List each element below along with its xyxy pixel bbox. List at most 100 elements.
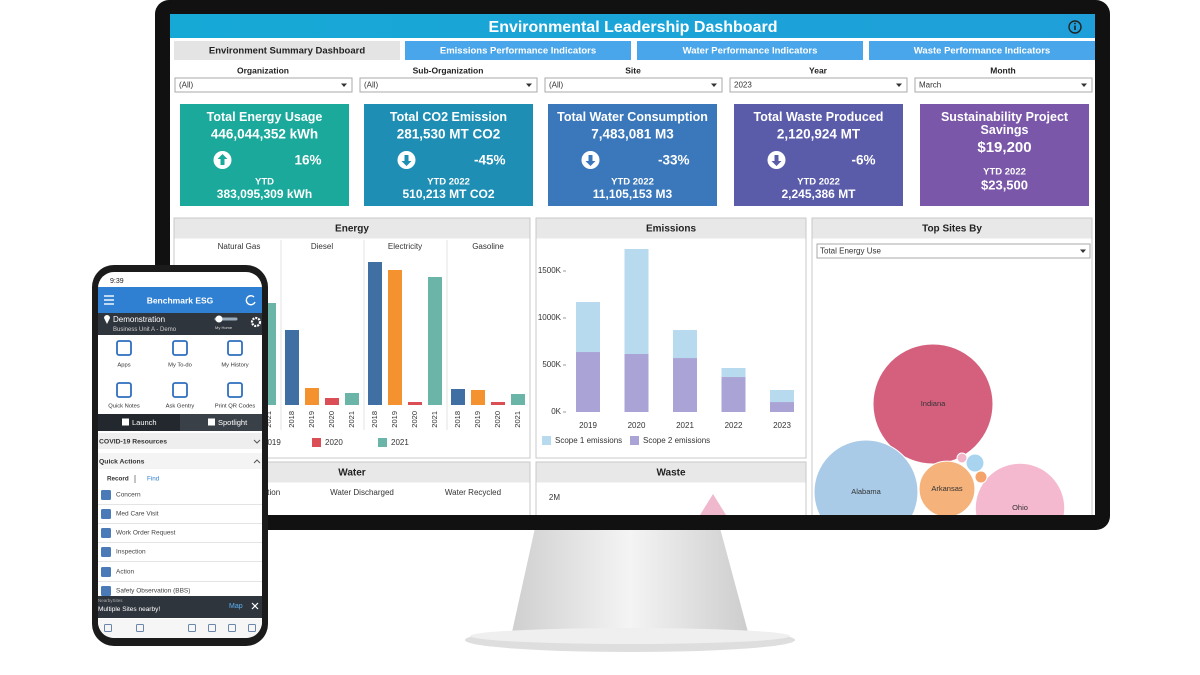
tile-icon[interactable] bbox=[116, 340, 132, 356]
bar-year-label: 2020 bbox=[410, 411, 419, 428]
section-row bbox=[98, 453, 262, 469]
measure-dropdown[interactable] bbox=[816, 243, 1091, 259]
x-tick-label: 2020 bbox=[628, 421, 646, 430]
bubble bbox=[974, 462, 1066, 515]
bar-year-label: 2020 bbox=[327, 411, 336, 428]
kpi-card bbox=[548, 104, 717, 206]
info-icon[interactable] bbox=[1068, 20, 1082, 34]
tab-label: Water Performance Indicators bbox=[683, 46, 818, 57]
action-find[interactable]: Find bbox=[147, 476, 160, 483]
info-icon-dot bbox=[1074, 22, 1076, 25]
filter-label: Site bbox=[625, 65, 641, 75]
bubble-label: Arkansas bbox=[931, 484, 963, 493]
filter-dropdown[interactable] bbox=[729, 77, 908, 93]
bubble bbox=[965, 453, 985, 473]
tile-icon[interactable] bbox=[116, 382, 132, 398]
banner-close bbox=[251, 602, 259, 610]
quick-action[interactable]: Concern bbox=[116, 492, 141, 499]
chevron bbox=[253, 459, 261, 464]
kpi-ytd-value: 11,105,153 M3 bbox=[593, 187, 673, 201]
filter-dropdown[interactable] bbox=[914, 77, 1093, 93]
action-icon bbox=[101, 586, 111, 596]
nav-icon[interactable] bbox=[228, 624, 236, 632]
tab-active bbox=[98, 414, 180, 431]
tile-icon[interactable] bbox=[227, 340, 243, 356]
category-label: Gasoline bbox=[472, 242, 504, 251]
location-name: Demonstration bbox=[113, 315, 165, 324]
trend-arrow bbox=[217, 154, 228, 165]
tile-icon[interactable] bbox=[227, 382, 243, 398]
trend-arrow bbox=[401, 155, 412, 166]
quick-action[interactable]: Inspection bbox=[116, 549, 146, 556]
filter-label: Sub-Organization bbox=[413, 65, 484, 75]
legend-swatch bbox=[378, 438, 387, 447]
nav-icon[interactable] bbox=[208, 624, 216, 632]
bar bbox=[428, 277, 442, 405]
kpi-ytd-value: 383,095,309 kWh bbox=[217, 187, 312, 201]
toggle-knob[interactable] bbox=[215, 315, 223, 323]
legend-swatch bbox=[312, 438, 321, 447]
banner-link[interactable]: Map bbox=[229, 603, 243, 610]
bar-year-label: 2020 bbox=[493, 411, 502, 428]
quick-action[interactable]: Action bbox=[116, 569, 134, 576]
tile-label: My History bbox=[221, 363, 248, 369]
nav-icon[interactable] bbox=[188, 624, 196, 632]
bar-segment bbox=[770, 402, 794, 412]
app-title: Benchmark ESG bbox=[147, 295, 214, 305]
quick-action[interactable]: Work Order Request bbox=[116, 530, 176, 537]
bar-segment bbox=[770, 390, 794, 403]
phone-tab[interactable]: Spotlight bbox=[218, 418, 248, 427]
nav-icon[interactable] bbox=[104, 624, 112, 632]
x-tick-label: 2022 bbox=[725, 421, 743, 430]
action-icon bbox=[101, 547, 111, 557]
filter-dropdown[interactable] bbox=[174, 77, 353, 93]
legend-label: 2020 bbox=[325, 438, 343, 447]
quick-action[interactable]: Med Care Visit bbox=[116, 511, 159, 518]
toggle-label: My Home bbox=[215, 325, 233, 330]
title-bar bbox=[170, 14, 1095, 38]
dashboard-title: Environmental Leadership Dashboard bbox=[489, 19, 778, 36]
quick-action[interactable]: Safety Observation (BBS) bbox=[116, 588, 190, 595]
bubble bbox=[813, 439, 919, 515]
tab[interactable] bbox=[869, 41, 1095, 60]
bar-segment bbox=[673, 358, 697, 412]
tile-icon[interactable] bbox=[172, 382, 188, 398]
kpi-title-box: Total Water Consumption bbox=[557, 111, 708, 124]
action-record[interactable]: Record bbox=[107, 476, 129, 483]
settings-icon[interactable] bbox=[250, 316, 262, 328]
panel-header bbox=[812, 218, 1092, 239]
nav-icon[interactable] bbox=[248, 624, 256, 632]
tab[interactable] bbox=[405, 41, 631, 60]
trend-arrow bbox=[585, 155, 596, 166]
filter-dropdown[interactable] bbox=[544, 77, 723, 93]
tab-icon bbox=[122, 418, 129, 426]
info-icon-stem bbox=[1074, 25, 1076, 30]
column-label: Water Discharged bbox=[330, 488, 394, 497]
kpi-change: -45% bbox=[474, 153, 506, 168]
location-unit: Business Unit A - Demo bbox=[113, 327, 177, 333]
kpi-ytd-value: $23,500 bbox=[981, 177, 1028, 192]
kpi-card bbox=[920, 104, 1089, 206]
bar-segment bbox=[576, 302, 600, 353]
filter-dropdown[interactable] bbox=[359, 77, 538, 93]
status-time: 9:39 bbox=[110, 278, 124, 285]
bar bbox=[388, 270, 402, 405]
bottom-nav bbox=[98, 619, 262, 638]
tab[interactable] bbox=[174, 41, 400, 60]
tab[interactable] bbox=[637, 41, 863, 60]
filter-label: Organization bbox=[237, 65, 289, 75]
panel-title: Emissions bbox=[646, 224, 696, 235]
bar-year-label: 2018 bbox=[453, 411, 462, 428]
nav-icon[interactable] bbox=[136, 624, 144, 632]
kpi-title-box: Sustainability Project Savings bbox=[941, 111, 1068, 137]
filter-value: March bbox=[919, 81, 941, 90]
bar bbox=[325, 398, 339, 405]
phone-tab[interactable]: Launch bbox=[132, 418, 157, 427]
filter-label: Year bbox=[809, 65, 828, 75]
legend-swatch bbox=[542, 436, 551, 445]
bar-year-label: 2018 bbox=[287, 411, 296, 428]
panel-header bbox=[174, 218, 530, 239]
kpi-ytd-label: YTD 2022 bbox=[427, 177, 470, 188]
tile-icon[interactable] bbox=[172, 340, 188, 356]
